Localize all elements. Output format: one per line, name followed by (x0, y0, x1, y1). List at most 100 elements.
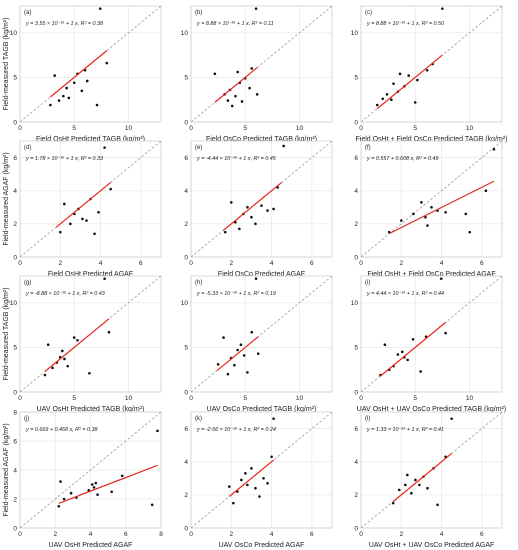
y-axis-label: Field-measured AGAF (kg/m²) (3, 152, 10, 245)
x-tick-label: 0 (18, 125, 22, 132)
y-tick-label: 6 (184, 426, 188, 433)
x-axis-label: Field OsHt Predicted TAGB (kg/m²) (36, 136, 145, 143)
y-axis-label: Field-measured TAGB (kg/m²) (3, 17, 10, 110)
x-tick-label: 6 (139, 260, 143, 267)
regression-equation: y = 3.55 × 10⁻¹⁶ + 1 x, R² = 0.38 (25, 21, 103, 27)
data-point (399, 219, 403, 222)
x-tick-label: 5 (413, 395, 417, 402)
regression-line (222, 181, 283, 231)
x-tick-label: 6 (480, 531, 484, 538)
data-point (57, 504, 61, 508)
panel-border (360, 411, 503, 529)
y-tick-label: 5 (13, 345, 17, 352)
data-point (492, 147, 496, 151)
panel-tag: (c) (365, 10, 372, 16)
panel-k: 0 2 4 6 0 2 4 6 (k) y = -2.66 × 10⁻¹⁵ + 1 x, R² =… (184, 411, 333, 549)
data-point (81, 217, 84, 221)
data-point (390, 98, 393, 101)
panel-border (190, 275, 333, 393)
data-point (426, 486, 429, 490)
data-point (246, 483, 249, 487)
data-point (46, 343, 50, 347)
y-tick-label: 5 (184, 75, 188, 82)
data-point (236, 348, 239, 352)
panel-b: 0 5 10 0 5 10 (b) y = 8.88 × 10⁻¹⁶ + 1 x, R² = … (181, 5, 333, 143)
data-point (250, 330, 254, 334)
data-point (53, 74, 57, 77)
data-point (76, 338, 79, 342)
x-tick-label: 0 (18, 260, 22, 267)
regression-line (214, 67, 258, 103)
data-point (230, 104, 234, 108)
data-point (51, 366, 54, 370)
data-point (58, 230, 62, 234)
data-point (416, 78, 419, 82)
data-point (226, 372, 230, 376)
data-point (105, 61, 109, 65)
data-point (103, 277, 106, 280)
data-point (266, 481, 269, 485)
x-tick-label: 2 (58, 260, 62, 267)
x-tick-label: 0 (189, 395, 193, 402)
data-point (59, 480, 62, 483)
panel-tag: (l) (365, 416, 370, 422)
data-point (109, 187, 112, 191)
x-tick-label: 2 (53, 531, 57, 538)
data-point (96, 493, 99, 496)
data-point (93, 232, 96, 236)
data-point (256, 352, 260, 355)
data-point (156, 429, 159, 433)
data-point (255, 93, 259, 96)
data-point (272, 417, 275, 420)
x-axis-label: Field OsCo Predicted TAGB (kg/m²) (206, 136, 317, 143)
y-tick-label: 6 (13, 438, 17, 445)
y-axis-label: Field-measured TAGB (kg/m²) (3, 287, 10, 380)
y-tick-label: 2 (184, 221, 188, 228)
panel-tag: (i) (365, 280, 370, 286)
x-tick-label: 4 (270, 531, 274, 538)
x-axis-label: UAV OsCo Predicted AGAF (219, 542, 305, 549)
data-point (484, 189, 488, 193)
regression-equation: y = 4.44 × 10⁻¹⁶ + 1 x, R² = 0.44 (366, 291, 444, 297)
y-tick-label: 0 (13, 389, 17, 396)
data-point (406, 473, 409, 477)
data-point (94, 481, 98, 485)
data-point (439, 277, 443, 280)
panel-c: 0 5 10 0 5 10 (c) y = 8.88 × 10⁻¹⁶ + 1 x, R² = … (351, 5, 508, 143)
y-tick-label: 2 (13, 221, 17, 228)
x-tick-label: 0 (359, 531, 363, 538)
regression-line (228, 459, 274, 497)
y-tick-label: 4 (354, 459, 358, 466)
data-point (72, 336, 76, 339)
panel-tag: (f) (365, 145, 371, 151)
data-point (227, 485, 231, 488)
data-point (385, 93, 389, 96)
y-tick-label: 2 (13, 496, 17, 503)
y-tick-label: 6 (184, 155, 188, 162)
y-tick-label: 0 (354, 525, 358, 532)
y-tick-label: 0 (354, 119, 358, 126)
y-tick-label: 4 (13, 188, 17, 195)
data-point (381, 97, 384, 101)
x-axis-label: UAV OsHt Predicted TAGB (kg/m²) (37, 406, 145, 413)
data-point (88, 371, 91, 375)
y-tick-label: 10 (181, 30, 189, 37)
data-point (420, 201, 423, 204)
data-point (236, 70, 239, 74)
data-point (250, 467, 253, 470)
data-point (258, 495, 261, 498)
data-point (392, 82, 395, 85)
data-point (120, 474, 124, 478)
regression-equation: y = 8.88 × 10⁻¹⁶ + 1 x, R² = 0.11 (196, 21, 274, 27)
data-point (240, 478, 243, 482)
data-point (266, 209, 269, 212)
y-tick-label: 6 (354, 155, 358, 162)
panel-tag: (e) (195, 145, 202, 151)
data-point (238, 227, 241, 231)
data-point (98, 7, 102, 10)
x-tick-label: 10 (466, 395, 474, 402)
x-tick-label: 0 (359, 125, 363, 132)
data-point (233, 363, 236, 367)
data-point (67, 96, 71, 100)
x-tick-label: 0 (189, 125, 193, 132)
